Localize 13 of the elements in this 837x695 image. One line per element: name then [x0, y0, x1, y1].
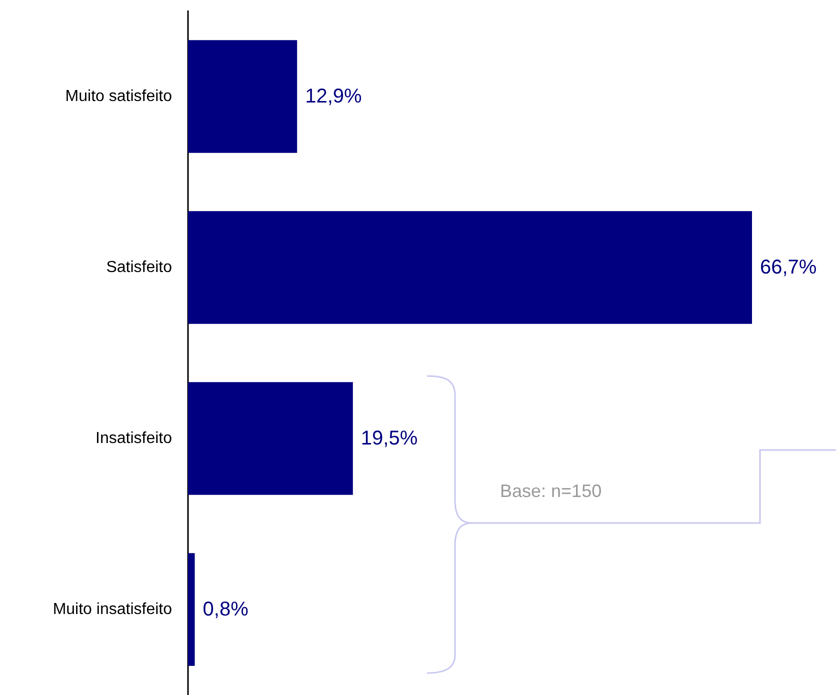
bar: [188, 211, 752, 324]
bar: [188, 382, 353, 495]
data-label: 12,9%: [305, 86, 362, 108]
data-label: 0,8%: [202, 598, 249, 620]
annotation: Base: n=150: [500, 481, 602, 501]
bar: [188, 553, 195, 666]
bar: [188, 40, 298, 153]
data-label: 19,5%: [360, 428, 418, 450]
y-tick-label: Muito insatisfeito: [52, 601, 172, 618]
y-tick-label: Insatisfeito: [96, 430, 172, 447]
data-label: 66,7%: [760, 256, 817, 278]
y-tick-label: Muito satisfeito: [65, 88, 172, 105]
y-tick-label: Satisfeito: [106, 259, 172, 276]
